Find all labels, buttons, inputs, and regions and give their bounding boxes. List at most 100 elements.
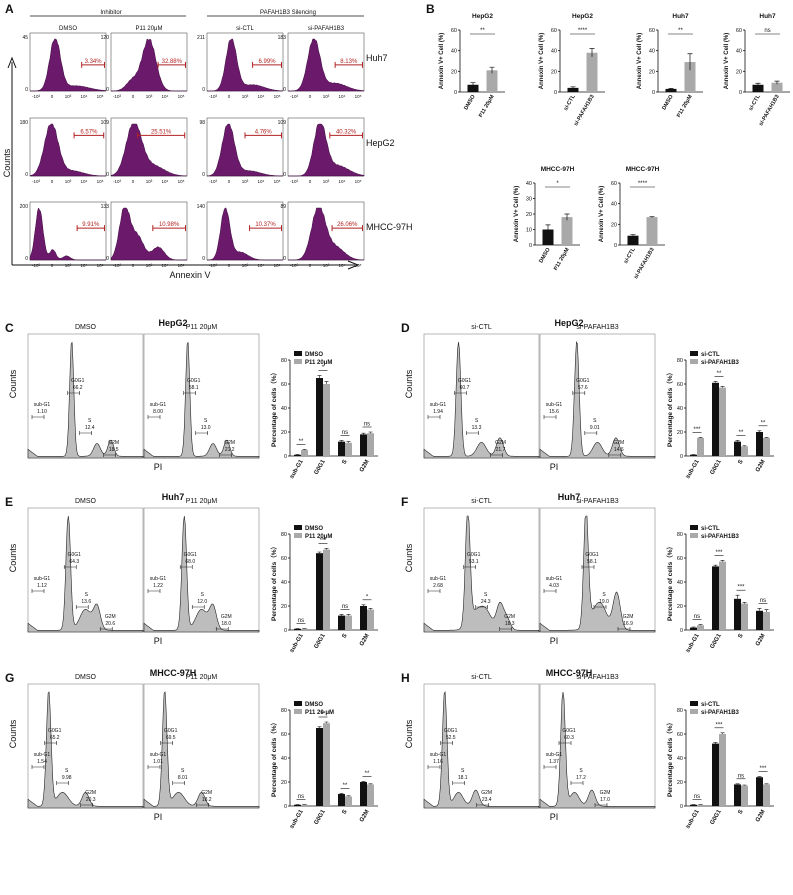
- x-tick-label: 0: [51, 179, 54, 184]
- y-tick-label: 20: [551, 69, 557, 75]
- bar: [763, 438, 770, 456]
- gate-name: G2M: [504, 614, 515, 620]
- gate-marker: [103, 453, 116, 457]
- bar: [360, 434, 367, 456]
- x-tick-label: 10⁵: [355, 263, 362, 268]
- panel-letter: D: [401, 321, 410, 335]
- error-bar: [361, 604, 366, 606]
- error-bar: [570, 86, 576, 89]
- chart-ylabel: Annexin V+ Cell (%): [539, 33, 545, 90]
- gate-marker: [558, 741, 572, 745]
- x-tick-label: 10⁴: [162, 94, 169, 99]
- bar: [301, 804, 308, 806]
- gate-marker: [191, 605, 205, 609]
- y-tick-label: 40: [649, 49, 655, 55]
- category-label: P11 20μM: [478, 94, 496, 119]
- legend-label: P11 20μM: [305, 360, 332, 366]
- cell-cycle-panel: E Huh7 Counts PI: [5, 492, 184, 646]
- significance-label: ns: [298, 618, 304, 624]
- x-tick-label: 10⁴: [339, 263, 346, 268]
- error-bar: [774, 80, 780, 85]
- y-tick-label: 0: [106, 87, 109, 93]
- x-tick-label: 10³: [146, 263, 153, 268]
- gate-value: 19.0: [599, 599, 609, 605]
- error-bar: [713, 742, 718, 744]
- gate-name: sub-G1: [150, 576, 167, 582]
- plot-frame: [143, 333, 260, 459]
- gate-marker: [427, 765, 441, 769]
- gate-name: S: [461, 768, 465, 774]
- gate-name: sub-G1: [546, 752, 563, 758]
- annexin-bar-chart: HepG2 Annexin V+ Cell (%) 0 20 40 60 si-CTLsi-…: [539, 13, 605, 127]
- chart-ylabel: Annexin V+ Cell (%): [514, 186, 520, 243]
- error-bar: [713, 381, 718, 383]
- gate-marker: [67, 391, 80, 395]
- y-tick-label: 0: [284, 628, 287, 634]
- x-tick-label: 10⁵: [178, 263, 185, 268]
- category-label: si-PAFAH1B3: [633, 247, 656, 280]
- x-tick-label: 0: [132, 94, 135, 99]
- category-label: sub-G1: [685, 458, 701, 479]
- gate-name: S: [85, 592, 89, 598]
- condition-label: si-PAFAH1B3: [576, 324, 618, 331]
- y-tick-label: 60: [281, 732, 287, 738]
- axis-label-pi: PI: [154, 636, 163, 646]
- y-tick-label: 40: [526, 181, 532, 187]
- significance-label: ***: [737, 585, 745, 591]
- error-bar: [757, 608, 762, 611]
- histogram-plot: si-PAFAH1B3 183 0 -10³ 0 10³ 10⁴ 10⁵ 8.13%: [278, 26, 365, 99]
- gate-name: sub-G1: [430, 752, 447, 758]
- x-tick-label: 10⁴: [258, 94, 265, 99]
- bar: [697, 625, 704, 630]
- significance-label: ns: [764, 28, 770, 34]
- error-bar: [545, 224, 551, 235]
- histogram-area: [288, 207, 365, 261]
- gate-value: 1.16: [433, 759, 443, 765]
- error-bar: [630, 234, 636, 237]
- axis-label-counts: Counts: [8, 369, 18, 398]
- error-bar: [339, 614, 344, 616]
- y-tick-label: 60: [451, 28, 457, 34]
- y-tick-label: 80: [281, 708, 287, 714]
- gate-marker: [476, 803, 489, 807]
- gate-marker: [73, 132, 105, 139]
- error-bar: [564, 213, 570, 221]
- significance-label: ns: [760, 598, 766, 604]
- gate-marker: [463, 565, 476, 569]
- bar: [734, 441, 741, 456]
- panel-letter-a: A: [5, 2, 14, 16]
- gate-marker: [147, 765, 161, 769]
- legend-swatch: [294, 525, 302, 530]
- gate-name: G2M: [224, 440, 235, 446]
- y-tick-label: 20: [611, 222, 617, 228]
- bar: [345, 442, 352, 456]
- y-tick-label: 0: [554, 90, 557, 96]
- legend-swatch: [690, 359, 698, 364]
- gate-marker: [466, 431, 479, 435]
- cell-cycle-bar-chart: Percentage of cells（%） 0 20 40 60 80 si-CTL si-…: [666, 351, 774, 480]
- gate-marker: [172, 781, 185, 785]
- gate-marker: [543, 415, 557, 419]
- bar: [316, 553, 323, 630]
- gate-marker: [617, 627, 631, 631]
- cell-cycle-panel: H MHCC-97H Counts PI: [401, 668, 592, 822]
- error-bar: [324, 548, 329, 550]
- gate-name: S: [181, 768, 185, 774]
- legend-label: si-CTL: [701, 526, 720, 532]
- legend-swatch: [294, 701, 302, 706]
- gate-marker: [75, 605, 89, 609]
- category-label: si-CTL: [563, 93, 577, 111]
- significance-label: ****: [638, 181, 648, 187]
- gate-marker: [475, 605, 488, 609]
- histogram-plot: 180 0 -10³ 0 10³ 10⁴ 10⁵ 6.57%: [20, 117, 107, 184]
- y-tick-label: 0: [283, 256, 286, 262]
- y-tick-label: 200: [20, 204, 29, 210]
- category-label: G0G1: [710, 458, 724, 475]
- bar: [567, 87, 579, 92]
- histogram-plot: P11 20μM 120 0 -10³ 0 10³ 10⁴ 10⁵ 32.88%: [101, 26, 188, 99]
- histogram-area: [423, 515, 540, 633]
- significance-label: ***: [319, 538, 327, 544]
- x-tick-label: -10³: [290, 263, 299, 268]
